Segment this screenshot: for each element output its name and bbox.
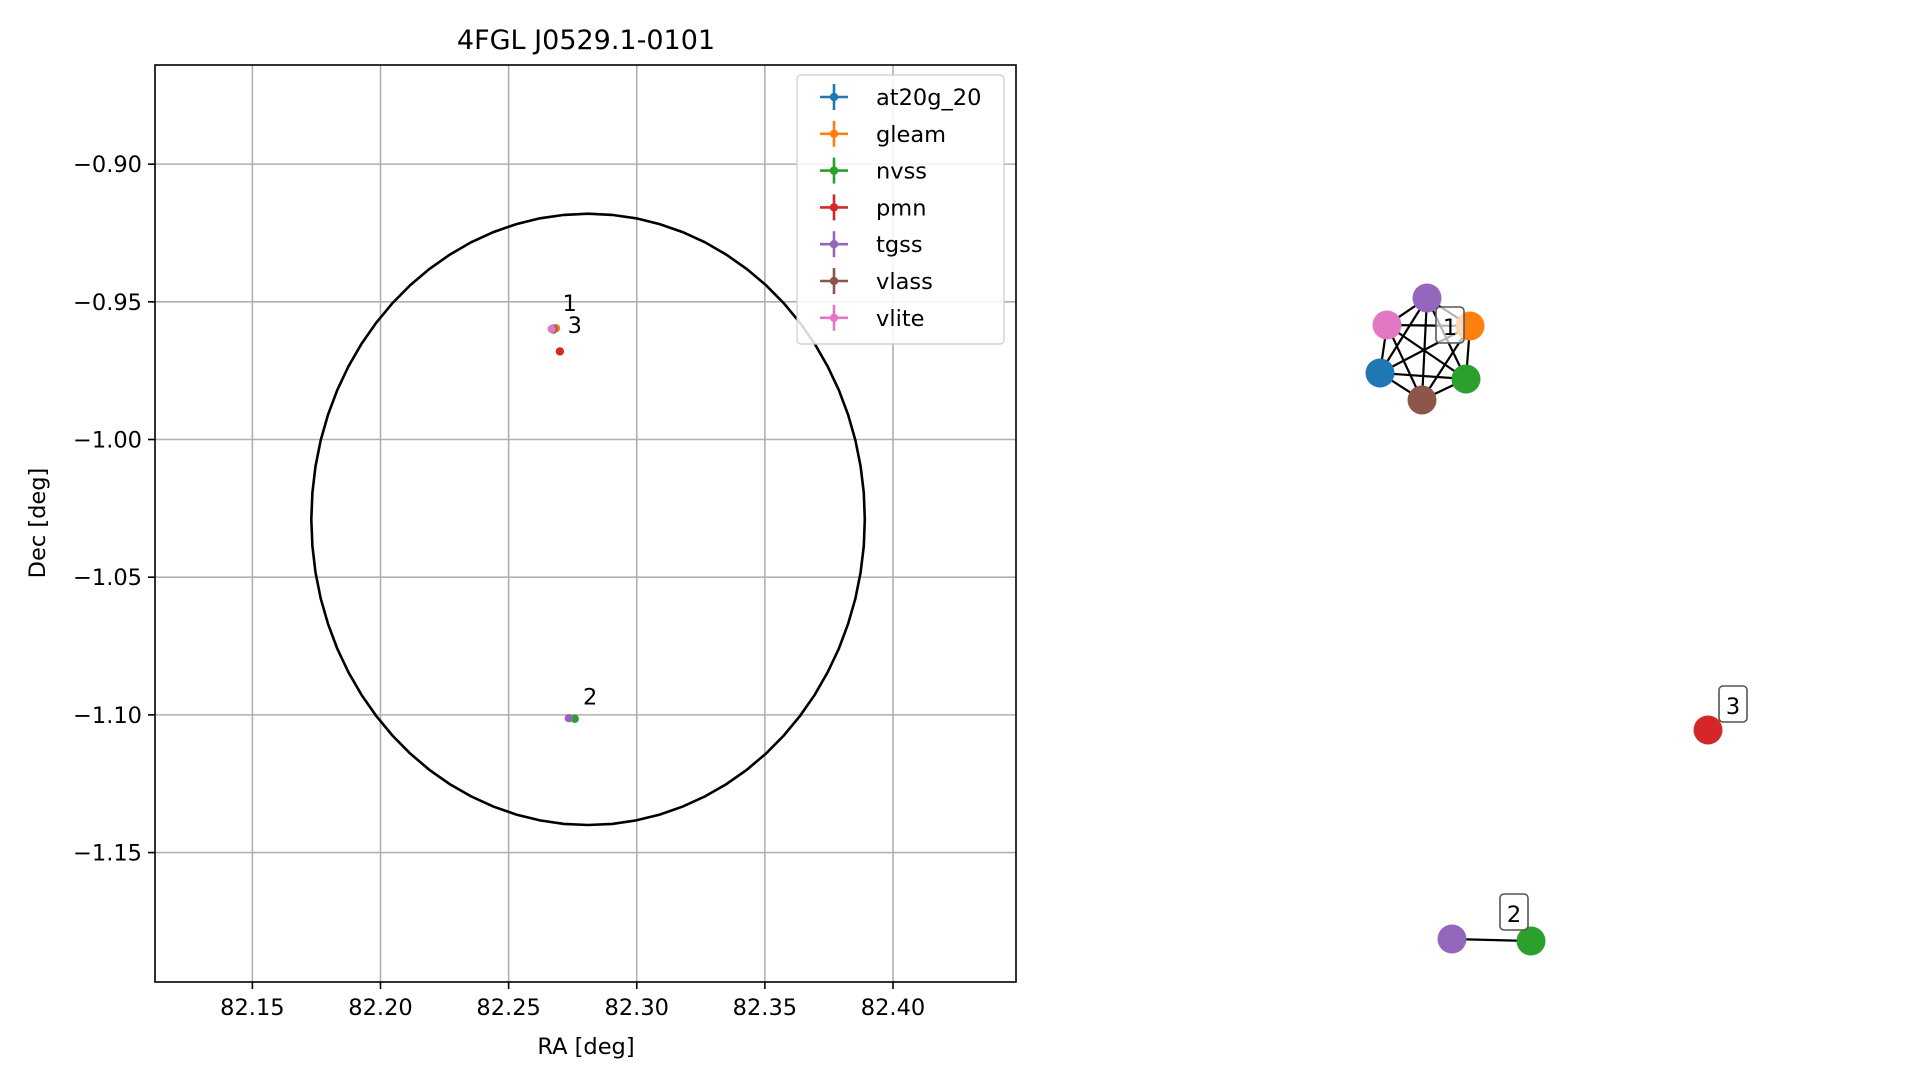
error-ellipse (309, 212, 867, 827)
network-node-vlass (1407, 385, 1437, 415)
network-node-pmn (1693, 715, 1723, 745)
legend-label: nvss (876, 159, 927, 185)
annotation-label: 3 (568, 313, 582, 339)
legend-entry-nvss: nvss (820, 157, 927, 185)
legend-marker (829, 129, 839, 138)
label-box (1435, 306, 1465, 344)
legend-label: gleam (876, 122, 946, 148)
label-text: 1 (1443, 315, 1457, 341)
y-axis-label: Dec [deg] (25, 468, 51, 579)
data-point-tgss (564, 713, 574, 723)
network-nodes (1365, 283, 1723, 956)
component-label-1: 1 (1435, 306, 1465, 344)
x-tick-label: 82.20 (348, 995, 412, 1021)
label-box (1718, 685, 1748, 723)
legend-marker (829, 203, 839, 212)
legend-box (796, 74, 1005, 345)
legend-marker (829, 313, 839, 322)
legend-entry-tgss: tgss (820, 231, 923, 258)
plot-frame (154, 64, 1017, 983)
legend-label: tgss (876, 232, 923, 258)
point-annotations: 13 2 (562, 291, 597, 711)
legend-marker (829, 276, 839, 286)
x-tick-label: 82.40 (861, 995, 925, 1021)
data-points (547, 324, 579, 723)
y-tick-label: −0.95 (73, 290, 142, 316)
network-node-at20g_20 (1365, 358, 1395, 388)
component-label-2: 2 (1499, 893, 1529, 931)
legend-marker (829, 166, 839, 175)
y-tick-label: −1.10 (73, 703, 142, 729)
y-tick-label: −0.90 (73, 152, 142, 178)
label-text: 3 (1726, 694, 1740, 720)
component-label-3: 3 (1718, 685, 1748, 723)
label-text: 2 (1507, 902, 1521, 928)
y-tick-label: −1.05 (73, 565, 142, 591)
legend-entry-vlite: vlite (820, 304, 924, 332)
network-edge (1386, 324, 1467, 380)
y-tick-label: −1.15 (73, 841, 142, 867)
annotation-label: 2 (583, 685, 597, 711)
x-tick-label: 82.35 (733, 995, 797, 1021)
legend-entry-at20g_20: at20g_20 (820, 84, 981, 111)
annotation-label: 1 (562, 291, 576, 317)
chart-title: 4FGL J0529.1-0101 (457, 25, 715, 56)
y-ticks: −0.90 −0.95 −1.00 −1.05 −1.10 −1.15 (73, 152, 155, 867)
legend-entry-pmn: pmn (820, 194, 926, 221)
legend-marker (829, 92, 839, 102)
network-node-nvss (1451, 364, 1481, 394)
legend-entry-gleam: gleam (820, 120, 946, 148)
network-node-nvss (1516, 926, 1546, 956)
network-node-vlite (1372, 310, 1402, 340)
ellipse-outline (309, 212, 867, 827)
x-tick-label: 82.15 (220, 995, 284, 1021)
legend-label: at20g_20 (876, 85, 981, 111)
data-point-vlite (547, 324, 556, 334)
legend-entry-vlass: vlass (820, 268, 933, 295)
x-tick-label: 82.25 (476, 995, 540, 1021)
network-edges (1378, 297, 1532, 943)
network-node-tgss (1437, 924, 1467, 954)
legend-marker (829, 240, 839, 249)
legend-label: pmn (876, 195, 926, 221)
legend-label: vlite (876, 306, 924, 332)
x-ticks: 82.15 82.20 82.25 82.30 82.35 82.40 (220, 982, 925, 1021)
label-box (1499, 893, 1529, 931)
component-labels: 1 2 3 (1435, 306, 1748, 931)
network-node-tgss (1412, 283, 1442, 313)
y-tick-label: −1.00 (73, 428, 142, 454)
x-tick-label: 82.30 (605, 995, 669, 1021)
x-axis-label: RA [deg] (537, 1034, 634, 1060)
scatter-panel: 4FGL J0529.1-0101 132 82.15 82.20 82.25 82.… (25, 25, 1017, 1060)
network-panel: 1 2 3 (1365, 283, 1748, 956)
data-point-pmn (555, 347, 565, 356)
legend-label: vlass (876, 269, 933, 295)
